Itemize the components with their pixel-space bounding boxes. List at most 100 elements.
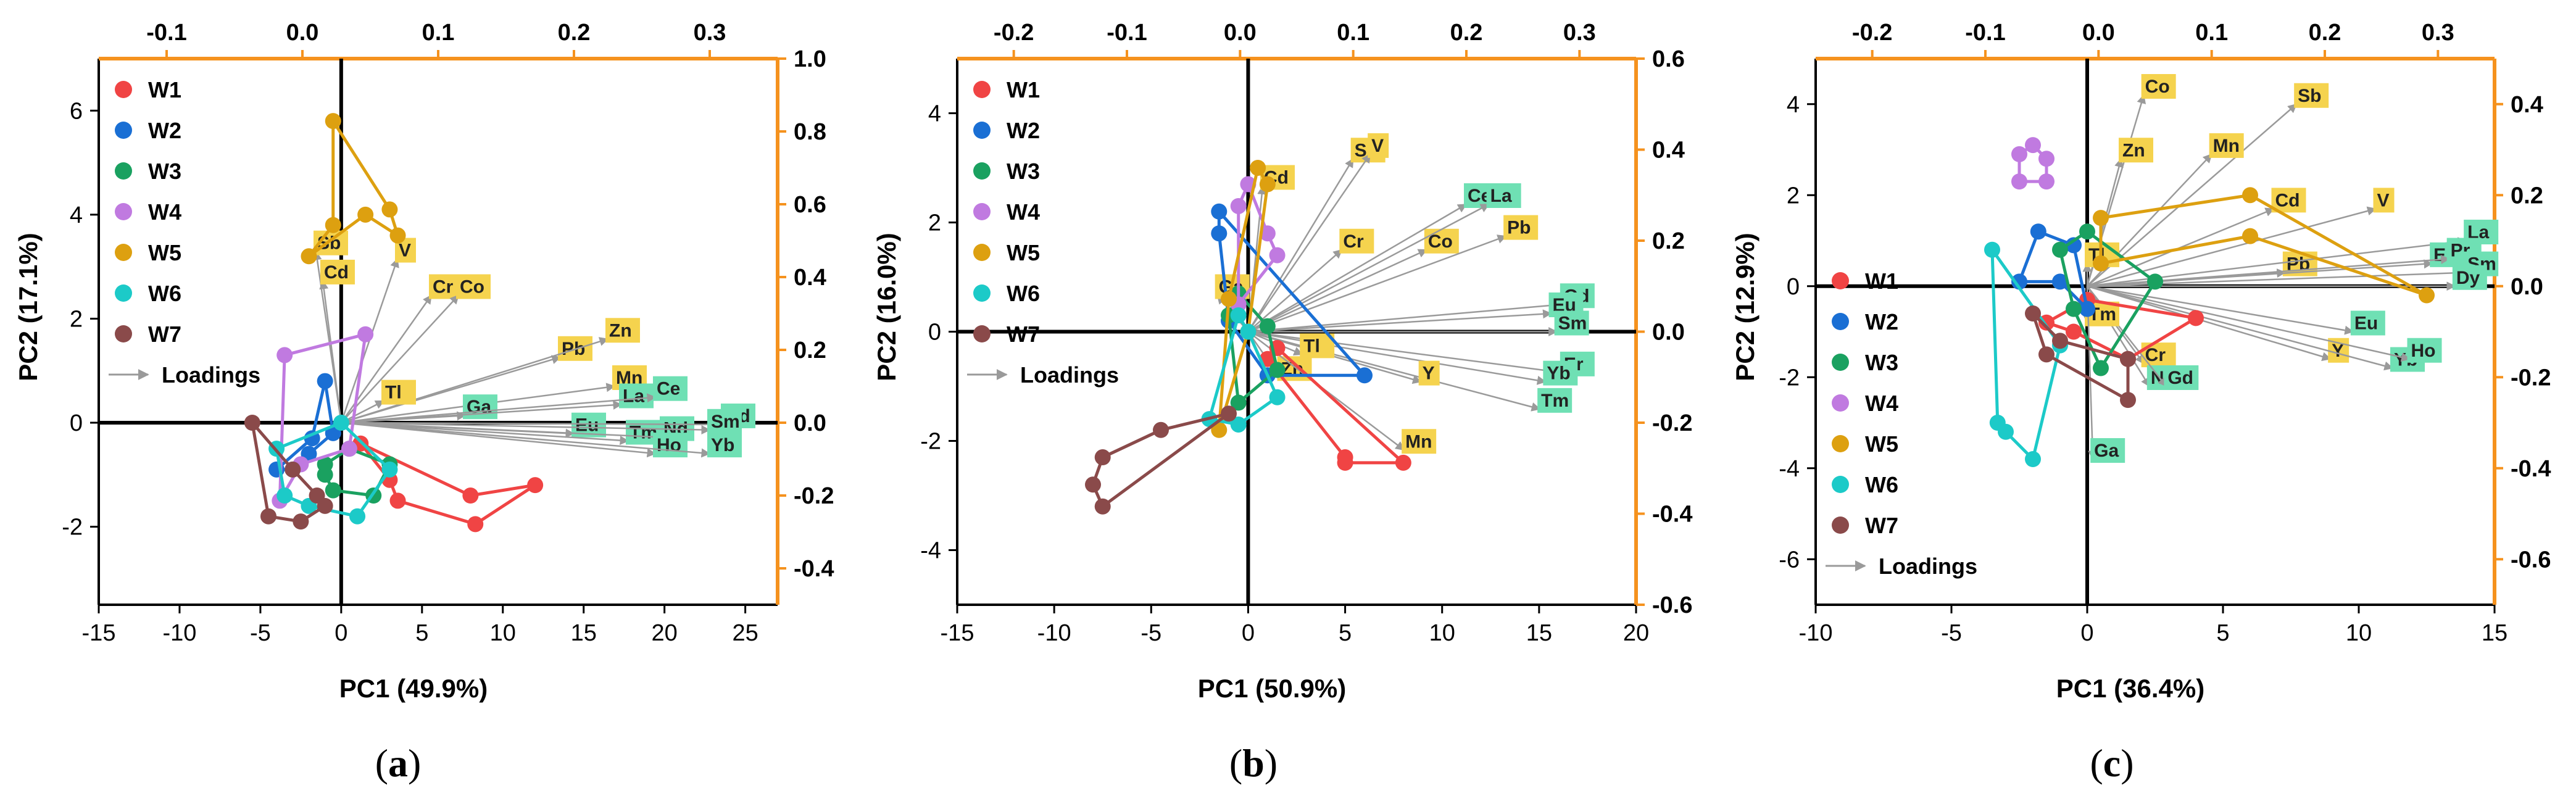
point-w2 xyxy=(1211,225,1228,242)
legend-marker-w6 xyxy=(1832,476,1849,493)
loading-label-text: Mn xyxy=(2213,136,2240,156)
y2-tick-label: -0.4 xyxy=(2511,456,2551,482)
point-w4 xyxy=(2038,151,2055,167)
loading-label-yb: Yb xyxy=(1543,360,1578,386)
point-w5 xyxy=(301,248,317,265)
point-w7 xyxy=(2052,333,2068,349)
y2-tick-label: 0.4 xyxy=(1652,138,1685,164)
point-w7 xyxy=(1153,421,1169,438)
point-w5 xyxy=(325,217,341,233)
legend-label-w4: W4 xyxy=(1865,391,1898,416)
chart-a: -15 -10 -5 0 5 10 15 20 25 -2 0 2 4 6 -0.1 0.0 0.1 0.2 0.3… xyxy=(14,20,834,703)
legend-marker-w5 xyxy=(973,244,991,261)
point-w6 xyxy=(276,487,293,504)
loading-label-text: La xyxy=(623,386,644,407)
loading-arrow-co xyxy=(340,294,460,423)
point-w7 xyxy=(1221,405,1237,422)
loading-label-text: Yb xyxy=(711,435,734,455)
loading-label-text: Tl xyxy=(385,383,402,403)
loading-label-box xyxy=(1554,310,1589,336)
loading-label-box xyxy=(1339,228,1374,254)
panel-b: -15 -10 -5 0 5 10 15 20 -4 -2 0 2 4 -0.2 -0.1 0.0 0.1 0.2… xyxy=(858,0,1717,809)
loading-label-v: V xyxy=(395,238,416,263)
point-w6 xyxy=(333,415,349,431)
loading-label-text: Co xyxy=(2145,77,2170,97)
x2-tick-label: 0.1 xyxy=(2195,20,2228,46)
y2-tick-label: 0.0 xyxy=(2511,274,2543,300)
loading-label-box xyxy=(320,259,355,284)
loading-arrow-ce xyxy=(1247,203,1468,333)
loading-label-text: Dy xyxy=(2456,268,2480,288)
loading-label-box xyxy=(2119,138,2153,163)
loading-label-cr: Cr xyxy=(1339,228,1374,254)
loading-label-text: Ho xyxy=(657,435,681,455)
loading-label-text: Gd xyxy=(2167,368,2193,388)
loading-label-la: La xyxy=(619,383,654,409)
loading-label-text: Cd xyxy=(2275,190,2300,210)
point-w1 xyxy=(467,516,484,533)
point-w1 xyxy=(2188,310,2204,326)
point-w5 xyxy=(2242,228,2258,244)
loading-label-box xyxy=(707,433,742,458)
loading-label-box xyxy=(1503,215,1539,240)
loading-label-v: V xyxy=(1368,133,1389,158)
x2-tick-label: 0.2 xyxy=(558,20,591,46)
loading-arrow-eu xyxy=(1248,309,1552,333)
x-tick-label: 25 xyxy=(732,620,758,646)
loading-label-box xyxy=(1368,133,1389,158)
y-axis-title: PC2 (12.9%) xyxy=(1730,233,1760,381)
loading-label-ho: Ho xyxy=(2407,338,2442,363)
x2-tick-label: -0.1 xyxy=(1965,20,2005,46)
y2-tick-label: 0.8 xyxy=(794,119,826,145)
loading-label-y: Y xyxy=(1418,360,1440,386)
loading-label-text: Ho xyxy=(2411,341,2436,361)
point-w3 xyxy=(325,482,341,499)
loading-label-cd: Cd xyxy=(2271,188,2306,213)
y-tick-label: 0 xyxy=(70,410,83,436)
point-w5 xyxy=(1221,291,1237,307)
point-w4 xyxy=(1269,247,1286,263)
legend-label-w2: W2 xyxy=(148,118,181,143)
y2-tick-label: -0.4 xyxy=(794,556,834,582)
x-axis-title: PC1 (50.9%) xyxy=(1198,674,1346,703)
y2-tick-label: 0.4 xyxy=(794,265,826,291)
point-w1 xyxy=(2066,323,2082,340)
x-tick-label: 0 xyxy=(2080,620,2093,646)
loading-label-box xyxy=(605,318,640,343)
loading-arrow-y xyxy=(2087,285,2332,362)
loading-label-mn: Mn xyxy=(1402,429,1437,454)
x2-tick-label: 0.3 xyxy=(1563,20,1596,46)
y-axis-title: PC2 (17.1%) xyxy=(14,233,43,381)
point-w5 xyxy=(2242,187,2258,204)
point-w6 xyxy=(1230,307,1247,323)
point-w6 xyxy=(381,461,398,478)
loading-label-text: V xyxy=(1371,136,1384,156)
legend-label-w6: W6 xyxy=(1865,472,1898,497)
loading-label-box xyxy=(2350,310,2385,336)
y-tick-label: 4 xyxy=(928,101,941,127)
point-w5 xyxy=(2419,287,2435,304)
legend-label-loadings: Loadings xyxy=(1020,362,1119,388)
x-tick-label: -10 xyxy=(1037,620,1071,646)
legend-marker-w1 xyxy=(973,81,991,98)
point-w2 xyxy=(317,373,333,389)
point-w7 xyxy=(2025,305,2041,322)
y2-tick-label: 0.0 xyxy=(1652,320,1685,346)
x-tick-label: 15 xyxy=(571,620,597,646)
point-w4 xyxy=(1259,225,1276,242)
loading-label-box xyxy=(1418,360,1440,386)
y2-tick-label: -0.6 xyxy=(1652,592,1692,618)
loading-label-text: Sb xyxy=(2298,86,2321,106)
loading-label-text: Tm xyxy=(629,423,657,443)
loading-label-box xyxy=(2141,74,2176,99)
loading-label-yb: Yb xyxy=(707,433,742,458)
legend-marker-w7 xyxy=(115,325,132,342)
legend-label-w3: W3 xyxy=(148,159,181,184)
y-tick-label: 2 xyxy=(1787,183,1800,209)
loading-label-co: Co xyxy=(2141,74,2176,99)
y-tick-label: 6 xyxy=(70,98,83,124)
point-w3 xyxy=(1269,362,1286,378)
x-tick-label: -10 xyxy=(1799,620,1833,646)
loading-label-text: Ce xyxy=(657,379,680,399)
point-w6 xyxy=(1240,323,1257,340)
